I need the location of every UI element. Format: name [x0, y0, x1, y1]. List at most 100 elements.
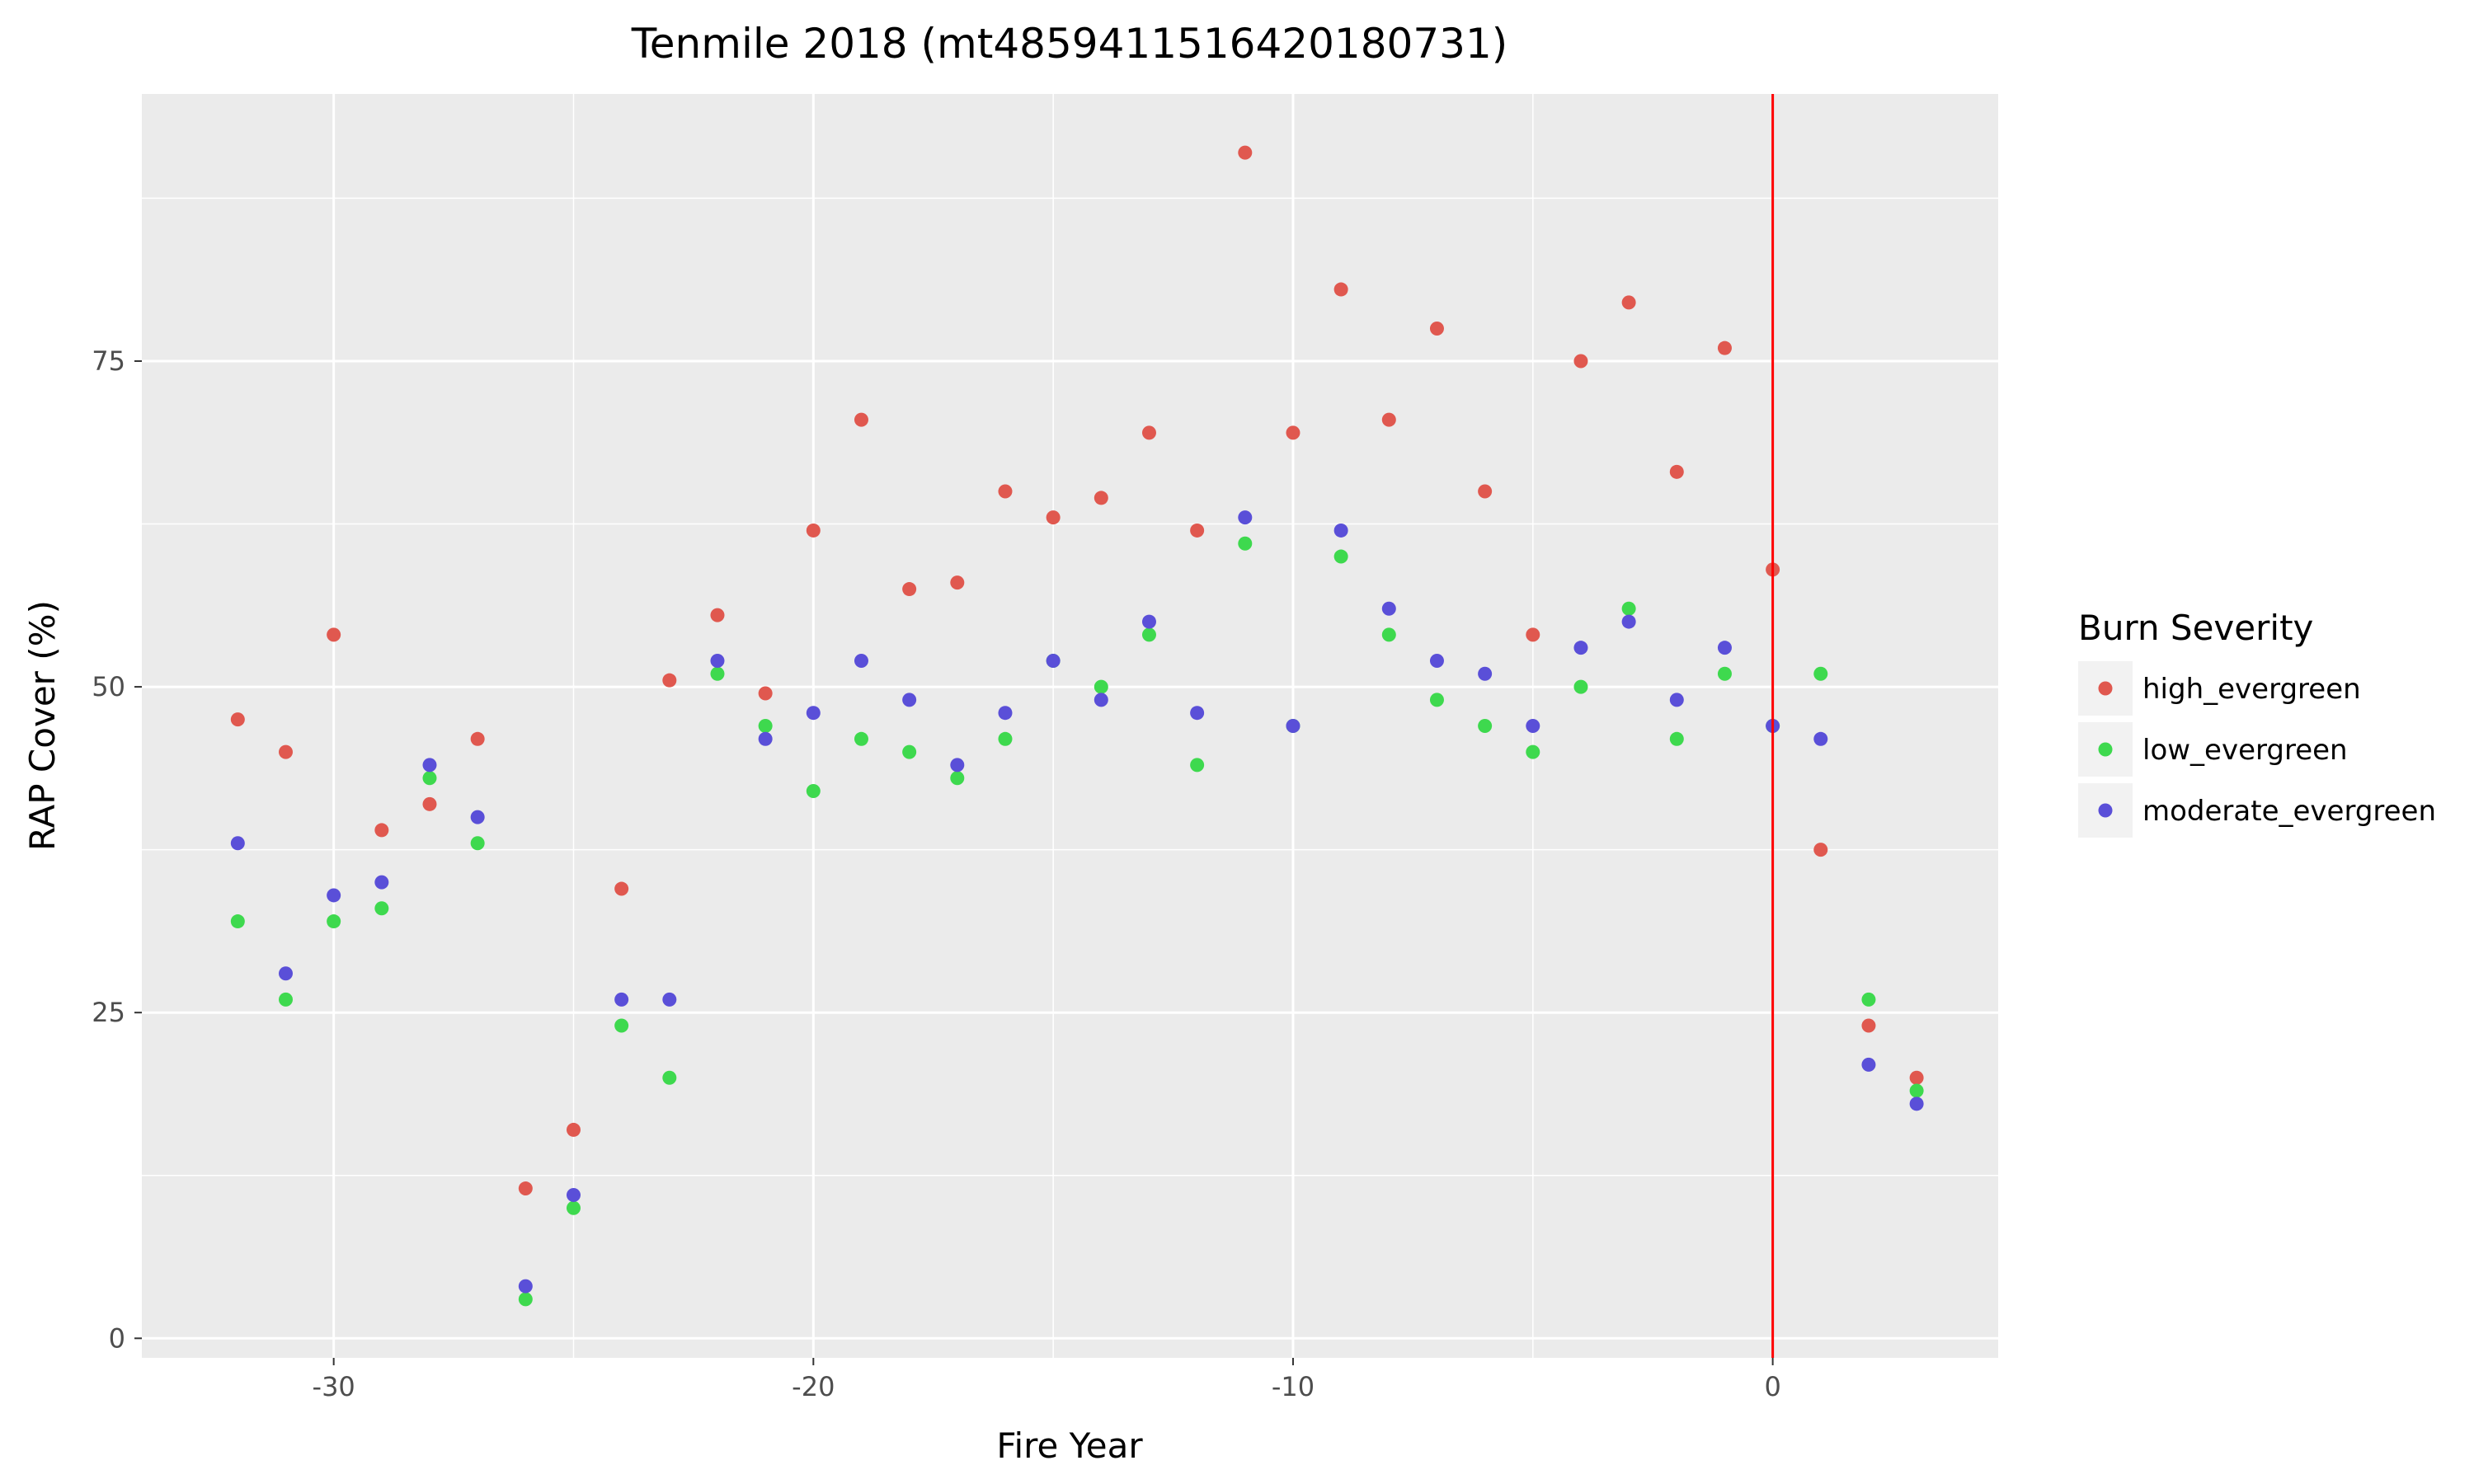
point-low_evergreen	[1813, 666, 1828, 681]
point-high_evergreen	[950, 575, 965, 590]
point-moderate_evergreen	[1141, 614, 1156, 629]
point-low_evergreen	[1238, 536, 1253, 551]
point-moderate_evergreen	[374, 875, 389, 890]
point-high_evergreen	[1429, 321, 1444, 336]
point-low_evergreen	[1190, 758, 1205, 773]
point-moderate_evergreen	[470, 810, 485, 824]
point-high_evergreen	[1190, 523, 1205, 538]
point-high_evergreen	[1333, 282, 1348, 297]
point-moderate_evergreen	[1238, 510, 1253, 525]
point-high_evergreen	[566, 1122, 581, 1137]
y-tick-label: 0	[109, 1322, 125, 1354]
point-moderate_evergreen	[1429, 653, 1444, 668]
point-moderate_evergreen	[902, 693, 917, 707]
point-high_evergreen	[902, 582, 917, 597]
point-moderate_evergreen	[710, 653, 725, 668]
legend-label-moderate_evergreen: moderate_evergreen	[2142, 795, 2436, 828]
point-low_evergreen	[998, 731, 1013, 746]
point-high_evergreen	[1046, 510, 1061, 525]
point-high_evergreen	[518, 1181, 533, 1196]
point-moderate_evergreen	[1381, 601, 1396, 616]
point-moderate_evergreen	[806, 706, 821, 721]
point-low_evergreen	[278, 992, 293, 1007]
point-high_evergreen	[1526, 627, 1540, 642]
point-high_evergreen	[1286, 425, 1300, 440]
point-low_evergreen	[518, 1292, 533, 1307]
point-high_evergreen	[1478, 484, 1493, 499]
legend-label-high_evergreen: high_evergreen	[2142, 673, 2361, 706]
point-low_evergreen	[1333, 549, 1348, 564]
point-high_evergreen	[422, 796, 437, 811]
point-high_evergreen	[1381, 412, 1396, 427]
point-moderate_evergreen	[1621, 614, 1636, 629]
plot-panel	[142, 94, 1998, 1358]
point-high_evergreen	[1861, 1018, 1876, 1033]
legend: Burn Severity high_evergreen low_evergree…	[2078, 608, 2436, 838]
point-high_evergreen	[662, 673, 677, 688]
point-low_evergreen	[1717, 666, 1732, 681]
point-low_evergreen	[758, 719, 773, 733]
data-points	[230, 145, 1924, 1307]
y-tick-label: 25	[92, 997, 125, 1028]
point-high_evergreen	[1813, 843, 1828, 857]
legend-marker-high_evergreen	[2098, 681, 2113, 696]
point-moderate_evergreen	[327, 888, 341, 903]
point-high_evergreen	[470, 731, 485, 746]
point-moderate_evergreen	[1669, 693, 1684, 707]
point-high_evergreen	[614, 881, 629, 896]
point-high_evergreen	[374, 823, 389, 838]
y-axis-title: RAP Cover (%)	[22, 600, 63, 851]
x-axis-title: Fire Year	[996, 1425, 1143, 1466]
legend-title: Burn Severity	[2078, 608, 2313, 648]
point-low_evergreen	[614, 1018, 629, 1033]
point-high_evergreen	[230, 712, 245, 727]
point-low_evergreen	[327, 914, 341, 929]
x-tick-label: -10	[1272, 1371, 1315, 1402]
point-moderate_evergreen	[1333, 523, 1348, 538]
point-high_evergreen	[1573, 354, 1588, 369]
point-low_evergreen	[374, 901, 389, 916]
point-low_evergreen	[1669, 731, 1684, 746]
point-low_evergreen	[1478, 719, 1493, 733]
point-moderate_evergreen	[854, 653, 868, 668]
point-moderate_evergreen	[1717, 641, 1732, 655]
point-moderate_evergreen	[1094, 693, 1108, 707]
y-tick-label: 50	[92, 671, 125, 702]
legend-label-low_evergreen: low_evergreen	[2142, 734, 2348, 767]
point-low_evergreen	[1429, 693, 1444, 707]
point-low_evergreen	[1573, 679, 1588, 694]
point-moderate_evergreen	[1190, 706, 1205, 721]
point-low_evergreen	[710, 666, 725, 681]
point-moderate_evergreen	[1573, 641, 1588, 655]
point-moderate_evergreen	[1286, 719, 1300, 733]
point-moderate_evergreen	[1526, 719, 1540, 733]
x-tick-label: 0	[1764, 1371, 1780, 1402]
point-high_evergreen	[327, 627, 341, 642]
point-low_evergreen	[806, 784, 821, 799]
point-low_evergreen	[470, 836, 485, 851]
legend-marker-moderate_evergreen	[2098, 803, 2113, 818]
point-low_evergreen	[566, 1200, 581, 1215]
point-high_evergreen	[758, 686, 773, 701]
point-low_evergreen	[854, 731, 868, 746]
point-moderate_evergreen	[758, 731, 773, 746]
point-low_evergreen	[1621, 601, 1636, 616]
point-low_evergreen	[662, 1070, 677, 1085]
point-low_evergreen	[1094, 679, 1108, 694]
point-moderate_evergreen	[1909, 1097, 1924, 1111]
y-tick-label: 75	[92, 345, 125, 377]
point-moderate_evergreen	[566, 1187, 581, 1202]
point-high_evergreen	[1669, 464, 1684, 479]
point-moderate_evergreen	[518, 1279, 533, 1294]
point-high_evergreen	[854, 412, 868, 427]
point-low_evergreen	[902, 744, 917, 759]
y-axis-ticks: 0 25 50 75	[92, 345, 142, 1354]
point-high_evergreen	[1621, 295, 1636, 310]
point-moderate_evergreen	[1813, 731, 1828, 746]
point-high_evergreen	[806, 523, 821, 538]
point-moderate_evergreen	[230, 836, 245, 851]
point-low_evergreen	[1141, 627, 1156, 642]
point-high_evergreen	[1094, 491, 1108, 505]
x-tick-label: -30	[313, 1371, 355, 1402]
